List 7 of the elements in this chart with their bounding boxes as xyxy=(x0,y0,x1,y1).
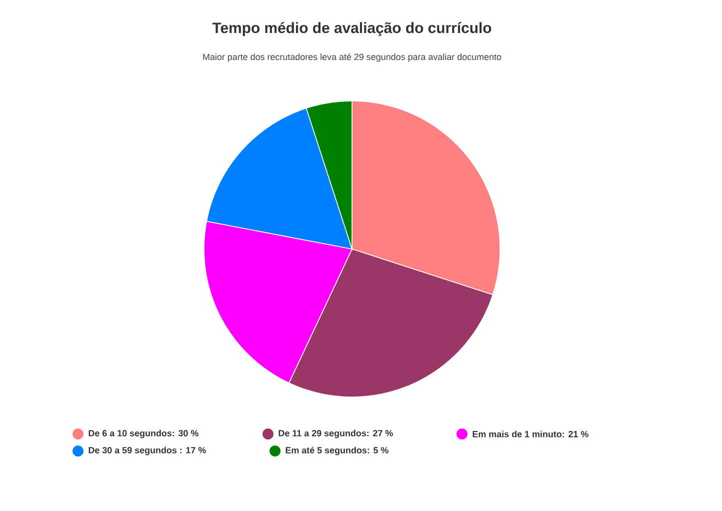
legend-label: De 6 a 10 segundos: 30 % xyxy=(88,430,198,438)
legend-label: Em até 5 segundos: 5 % xyxy=(286,446,388,456)
chart-title: Tempo médio de avaliação do currículo xyxy=(212,22,492,36)
legend-label: De 30 a 59 segundos : 17 % xyxy=(88,446,206,456)
legend-label: Em mais de 1 minuto: 21 % xyxy=(472,430,588,438)
legend-label: De 11 a 29 segundos: 27 % xyxy=(278,430,393,438)
chart-subtitle: Maior parte dos recrutadores leva até 29 segundos para avaliar documento xyxy=(203,53,502,62)
